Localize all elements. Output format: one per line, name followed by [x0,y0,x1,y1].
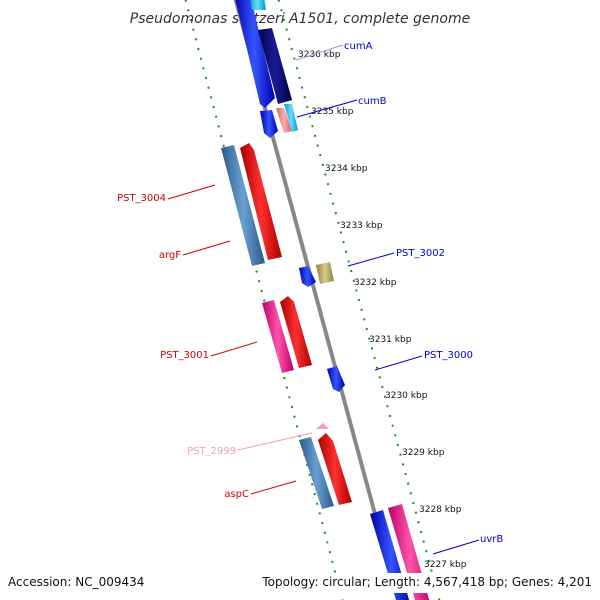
kbp-tick: 3230 kbp [385,391,428,401]
label-PST-2999[interactable]: PST_2999 [187,446,236,457]
kbp-tick: 3228 kbp [419,505,462,515]
label-cumB[interactable]: cumB [358,96,387,107]
label-PST-3004[interactable]: PST_3004 [117,193,166,204]
kbp-tick: 3232 kbp [354,278,397,288]
label-PST-3001[interactable]: PST_3001 [160,350,209,361]
footer-backdrop [258,573,598,593]
outer-dotted-track [184,0,344,600]
gene-aspC-red[interactable] [318,433,352,505]
kbp-tick: 3227 kbp [424,560,467,570]
gene-argF[interactable] [240,143,282,260]
PST-3001-leader [210,341,258,357]
gene-aspC-steel[interactable] [299,437,334,509]
label-argF[interactable]: argF [159,250,181,261]
inner-dotted-track [277,0,441,600]
gene-PST-3001-red[interactable] [280,296,312,368]
gene-PST-3001-pink[interactable] [262,300,294,373]
gene-cumB-salmon[interactable] [276,108,292,133]
label-cumA[interactable]: cumA [344,41,373,52]
label-uvrB[interactable]: uvrB [480,534,503,545]
gene-PST-2999[interactable] [316,423,329,429]
cumB-leader [296,99,358,118]
gene-cumB-cyan[interactable] [284,104,298,132]
label-PST-3000[interactable]: PST_3000 [424,350,473,361]
cumA-leader [295,44,344,61]
PST-3000-leader [374,355,423,371]
kbp-tick: 3231 kbp [369,335,412,345]
PST-2999-leader [237,432,313,451]
PST-3004-leader [167,184,216,200]
argF-leader [182,240,231,256]
gene-PST-3002-khaki[interactable] [316,262,334,284]
label-aspC[interactable]: aspC [224,489,249,500]
kbp-tick: 3229 kbp [402,448,445,458]
gene-cumA-dark[interactable] [258,28,292,104]
gene-cumA-forward[interactable] [233,0,275,108]
kbp-tick: 3235 kbp [311,107,354,117]
kbp-tick: 3234 kbp [325,164,368,174]
gene-cumA-partner[interactable] [249,0,266,10]
gene-PST-3000[interactable] [327,366,345,392]
gene-PST-3002-blue[interactable] [299,266,316,287]
aspC-leader [250,480,297,495]
accession-text: Accession: NC_009434 [8,575,144,589]
uvrB-leader [432,539,480,555]
gene-PST-3004[interactable] [221,145,265,266]
gene-cumB-blue[interactable] [260,110,278,138]
kbp-tick: 3236 kbp [298,50,341,60]
topology-text: Topology: circular; Length: 4,567,418 bp… [261,575,592,589]
label-PST-3002[interactable]: PST_3002 [396,248,445,259]
kbp-tick: 3233 kbp [340,221,383,231]
map-title: Pseudomonas stutzeri A1501, complete gen… [130,11,470,27]
PST-3002-leader [347,252,395,267]
